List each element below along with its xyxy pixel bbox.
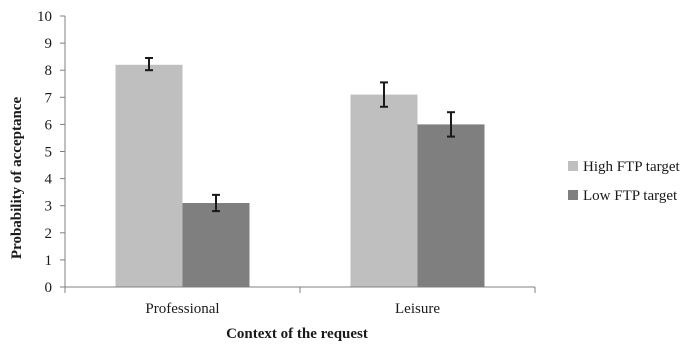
y-tick-label: 5 — [45, 145, 53, 161]
bar — [115, 64, 183, 287]
y-tick-label: 2 — [45, 226, 53, 242]
y-tick-label: 0 — [45, 280, 53, 296]
category-label: Leisure — [395, 301, 440, 317]
y-tick-label: 1 — [45, 253, 53, 269]
category-labels: Professional Leisure — [145, 301, 440, 317]
legend-label: Low FTP target — [583, 188, 678, 204]
x-axis-ticks — [64, 287, 536, 293]
bar — [350, 94, 418, 287]
legend-swatch — [568, 190, 578, 200]
y-tick-label: 3 — [45, 199, 53, 215]
legend-label: High FTP target — [583, 159, 680, 175]
category-label: Professional — [145, 301, 219, 317]
bars — [115, 64, 485, 288]
bar — [417, 124, 485, 288]
y-tick-label: 4 — [45, 172, 53, 188]
legend-swatch — [568, 161, 578, 171]
y-tick-label: 7 — [45, 90, 53, 106]
y-tick-label: 6 — [45, 117, 53, 133]
y-tick-label: 9 — [45, 36, 53, 52]
y-tick-label: 8 — [45, 63, 53, 79]
error-bars — [145, 57, 455, 213]
legend: High FTP target Low FTP target — [568, 159, 680, 204]
y-axis-ticks: 0 1 2 3 4 5 6 7 8 9 10 — [37, 9, 65, 296]
y-tick-label: 10 — [37, 9, 52, 25]
y-axis-title: Probability of acceptance — [9, 97, 25, 260]
bar — [182, 202, 250, 287]
x-axis-title: Context of the request — [226, 326, 368, 342]
